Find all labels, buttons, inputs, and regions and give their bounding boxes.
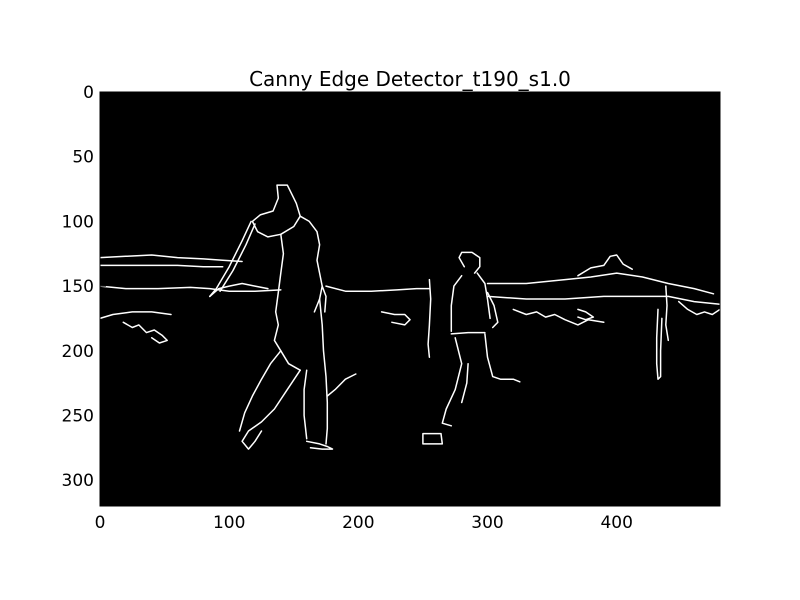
y-axis: 0 50 100 150 200 250 300: [62, 83, 106, 491]
y-tick-label: 300: [62, 471, 94, 491]
x-tick-label: 200: [342, 513, 374, 533]
edge-golfer-leg-left-outer: [238, 350, 282, 432]
edge-horizon-line-left-lower: [99, 264, 224, 268]
x-tick-label: 400: [600, 513, 632, 533]
edge-contours: [99, 184, 721, 450]
edge-shore-left: [99, 285, 282, 292]
edge-golfer-leg-right: [318, 298, 329, 445]
edge-walker-body-left: [450, 274, 463, 333]
edge-bush-center: [380, 311, 411, 326]
edge-horizon-line-left: [99, 254, 243, 263]
edge-horizon-right-hill: [577, 254, 633, 277]
edge-walker-waist: [450, 331, 486, 335]
y-tick-label: 150: [62, 277, 94, 297]
x-tick-label: 300: [471, 513, 503, 533]
edge-golfer-leg-right-inner: [303, 369, 308, 440]
y-tick-label: 50: [72, 148, 94, 168]
edge-golfer-front: [274, 233, 285, 313]
edge-post-center: [427, 278, 432, 358]
edge-shore-left-low: [99, 311, 172, 320]
x-tick-label: 0: [95, 513, 106, 533]
edge-bush-left: [122, 321, 168, 344]
edge-golfer-club: [209, 220, 252, 298]
edge-bag: [422, 432, 444, 445]
edge-rock-right: [577, 308, 595, 321]
edge-golfer-back-2: [321, 285, 327, 313]
edge-golfer-hands: [209, 282, 269, 298]
plot-frame: [99, 91, 721, 507]
edge-golfer-back: [299, 215, 323, 313]
edge-golfer-hip: [273, 311, 301, 371]
edge-horizon-right: [486, 272, 715, 295]
edge-walker-head: [458, 251, 481, 274]
edge-bush-right-far: [677, 300, 721, 316]
y-tick-label: 200: [62, 342, 94, 362]
y-tick-label: 250: [62, 406, 94, 426]
chart-title: Canny Edge Detector_t190_s1.0: [249, 67, 571, 91]
plot-area: [99, 91, 721, 507]
edge-walker-body-right: [476, 272, 491, 320]
x-tick-label: 100: [213, 513, 245, 533]
edge-golfer-trailing: [326, 373, 357, 397]
edge-bush-right: [512, 308, 605, 326]
edge-walker-arm: [486, 291, 499, 329]
edge-walker-leg-back-inner: [460, 362, 469, 404]
edge-golfer-leg-left: [241, 369, 301, 450]
edge-post-right: [655, 308, 663, 380]
edge-walker-leg-front: [484, 333, 521, 383]
edge-image: [100, 92, 720, 506]
x-axis: 0 100 200 300 400: [95, 500, 633, 533]
edge-golfer-shoe-right: [305, 440, 334, 450]
edge-walker-leg-back: [441, 337, 463, 427]
edge-golfer-head: [251, 184, 301, 238]
edge-golfer-club-2: [219, 223, 256, 292]
y-tick-label: 100: [62, 212, 94, 232]
edge-shore-right: [486, 295, 721, 305]
edge-post-right-2: [665, 285, 670, 342]
y-tick-label: 0: [83, 83, 94, 103]
edge-shore-center: [325, 285, 431, 292]
